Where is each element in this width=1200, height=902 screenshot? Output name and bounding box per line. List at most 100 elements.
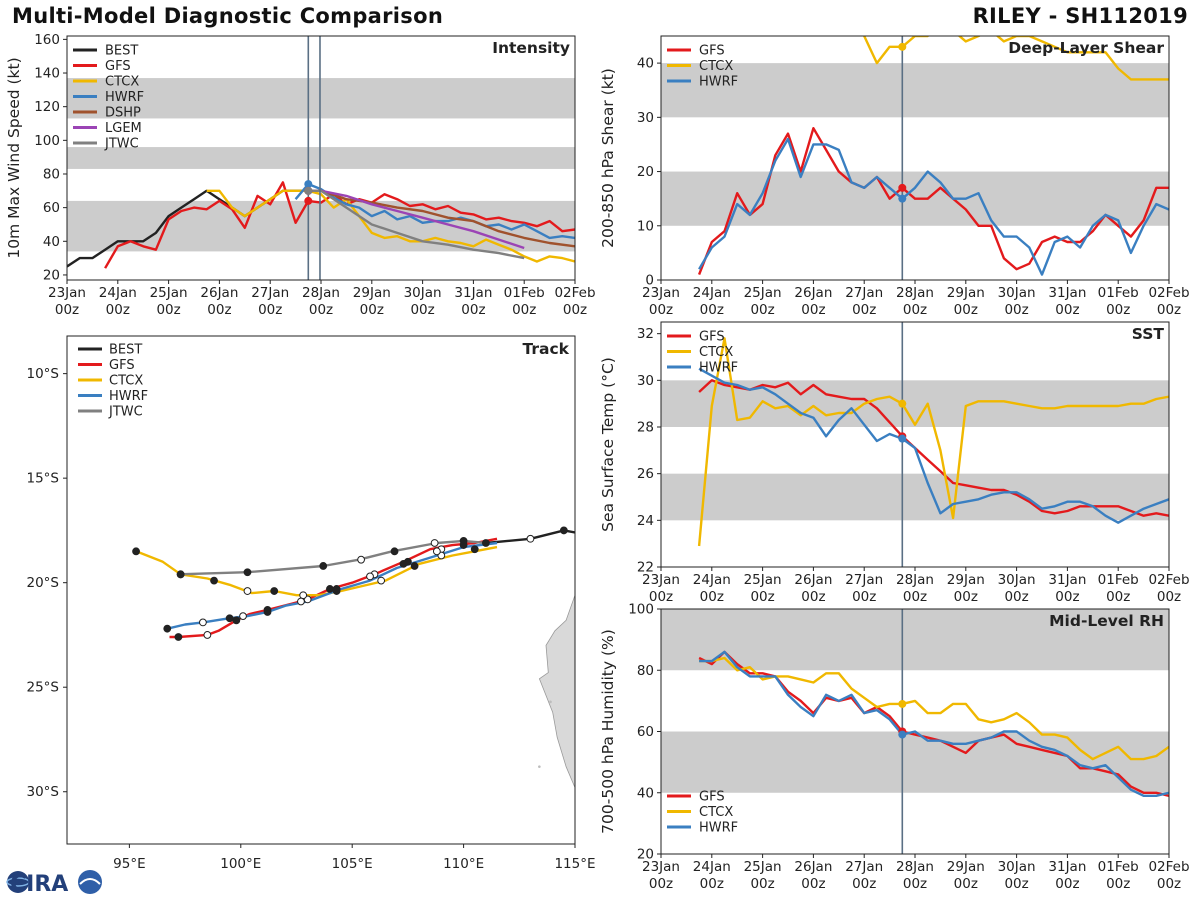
shear-xtick-label: 27Jan — [845, 285, 883, 301]
shear-xtick-sublabel: 00z — [1004, 302, 1028, 318]
track-ytick-label: 20°S — [27, 575, 60, 591]
intensity-current-marker-hwrf — [304, 180, 313, 189]
shear-xtick-sublabel: 00z — [852, 302, 876, 318]
intensity-legend-label-jtwc: JTWC — [104, 137, 139, 152]
intensity-legend-label-ctcx: CTCX — [105, 75, 139, 90]
intensity-xtick-label: 29Jan — [353, 285, 391, 301]
rh-title: Mid-Level RH — [1049, 612, 1164, 630]
track-marker-hwrf — [366, 572, 374, 581]
sst-panel: 22242628303223Jan00z24Jan00z25Jan00z26Ja… — [599, 321, 1190, 605]
sst-xtick-label: 23Jan — [642, 572, 680, 588]
track-xtick-label: 110°E — [443, 856, 484, 872]
globe-icon — [7, 871, 29, 893]
track-marker-hwrf — [225, 614, 234, 623]
track-xtick-label: 115°E — [554, 856, 595, 872]
sst-xtick-label: 29Jan — [947, 572, 985, 588]
track-marker-jtwc — [319, 562, 328, 570]
sst-series-ctcx — [697, 337, 1169, 547]
sst-current-marker-ctcx — [898, 399, 907, 408]
track-series-hwrf — [167, 541, 498, 630]
intensity-series-lgem — [308, 189, 525, 250]
sst-xtick-sublabel: 00z — [1157, 589, 1181, 605]
track-marker-ctcx — [377, 576, 386, 585]
sst-frame — [660, 321, 1170, 568]
intensity-current-marker-gfs — [304, 196, 313, 205]
rh-ytick-label: 60 — [637, 724, 654, 740]
rh-band-0 — [661, 731, 1169, 793]
shear-series-ctcx — [863, 36, 1169, 81]
rh-xtick-sublabel: 00z — [954, 876, 978, 892]
intensity-band-1 — [67, 147, 575, 169]
shear-xtick-label: 29Jan — [947, 285, 985, 301]
sst-ytick-label: 28 — [637, 420, 654, 436]
track-marker-ctcx — [210, 576, 218, 585]
shear-xtick-label: 23Jan — [642, 285, 680, 301]
intensity-xtick-sublabel: 00z — [563, 302, 587, 318]
track-marker-ctcx — [132, 547, 140, 556]
track-marker-best — [526, 534, 535, 543]
track-marker-hwrf — [199, 618, 207, 627]
track-legend-label-jtwc: JTWC — [108, 405, 143, 420]
shear-xtick-label: 26Jan — [794, 285, 832, 301]
sst-ytick-label: 30 — [637, 373, 654, 389]
rh-series-hwrf — [699, 650, 1169, 797]
intensity-xtick-sublabel: 00z — [207, 302, 231, 318]
shear-ylabel: 200-850 hPa Shear (kt) — [599, 68, 617, 248]
sst-xtick-sublabel: 00z — [852, 589, 876, 605]
rh-xtick-sublabel: 00z — [700, 876, 724, 892]
intensity-ytick-label: 100 — [34, 133, 60, 149]
shear-xtick-label: 24Jan — [693, 285, 731, 301]
intensity-legend-label-best: BEST — [105, 44, 138, 59]
sst-ytick-label: 24 — [637, 513, 654, 529]
track-marker-jtwc — [430, 539, 439, 547]
cira-logo: CIRA — [4, 866, 108, 898]
rh-xtick-label: 02Feb — [1148, 859, 1189, 875]
shear-legend-label-ctcx: CTCX — [699, 59, 733, 74]
track-marker-jtwc — [243, 568, 252, 577]
rh-xtick-sublabel: 00z — [1157, 876, 1181, 892]
intensity-series-jtwc — [308, 189, 525, 260]
rh-legend-label-ctcx: CTCX — [699, 805, 733, 820]
sst-xtick-label: 31Jan — [1048, 572, 1086, 588]
sst-legend-label-ctcx: CTCX — [699, 345, 733, 360]
track-legend-label-gfs: GFS — [109, 358, 135, 373]
intensity-ytick-label: 40 — [43, 234, 60, 250]
shear-band-1 — [661, 63, 1169, 118]
intensity-band-2 — [67, 78, 575, 119]
rh-xtick-label: 24Jan — [693, 859, 731, 875]
intensity-xtick-label: 26Jan — [200, 285, 238, 301]
shear-ytick-label: 20 — [637, 164, 654, 180]
intensity-xtick-label: 30Jan — [404, 285, 442, 301]
shear-xtick-sublabel: 00z — [954, 302, 978, 318]
rh-current-marker-hwrf — [898, 730, 907, 739]
sst-xtick-label: 28Jan — [896, 572, 934, 588]
track-legend-label-ctcx: CTCX — [109, 374, 143, 389]
track-xtick-label: 105°E — [332, 856, 373, 872]
intensity-xtick-label: 02Feb — [554, 285, 595, 301]
shear-xtick-label: 28Jan — [896, 285, 934, 301]
sst-band-0 — [661, 473, 1169, 521]
track-marker-gfs — [232, 616, 241, 625]
track-xtick-label: 100°E — [220, 856, 261, 872]
intensity-ylabel: 10m Max Wind Speed (kt) — [5, 57, 23, 258]
intensity-current-marker-jtwc — [304, 186, 313, 195]
track-legend-label-best: BEST — [109, 343, 142, 358]
sst-xtick-sublabel: 00z — [801, 589, 825, 605]
track-legend-label-hwrf: HWRF — [109, 389, 148, 404]
rh-xtick-label: 26Jan — [794, 859, 832, 875]
intensity-xtick-label: 23Jan — [48, 285, 86, 301]
shear-series-hwrf — [698, 137, 1169, 276]
track-marker-hwrf — [399, 559, 408, 568]
track-marker-ctcx — [243, 587, 252, 595]
land-mass — [538, 594, 575, 793]
track-marker-jtwc — [176, 570, 185, 579]
track-marker-hwrf — [432, 547, 441, 556]
rh-ytick-label: 100 — [628, 602, 654, 618]
rh-xtick-label: 30Jan — [998, 859, 1036, 875]
storm-id: RILEY - SH112019 — [972, 4, 1188, 28]
track-marker-best — [559, 526, 568, 535]
page-title: Multi-Model Diagnostic Comparison — [12, 4, 444, 28]
shear-legend-label-gfs: GFS — [699, 44, 725, 59]
intensity-series-gfs — [104, 181, 575, 269]
intensity-series-dshp — [308, 189, 575, 248]
